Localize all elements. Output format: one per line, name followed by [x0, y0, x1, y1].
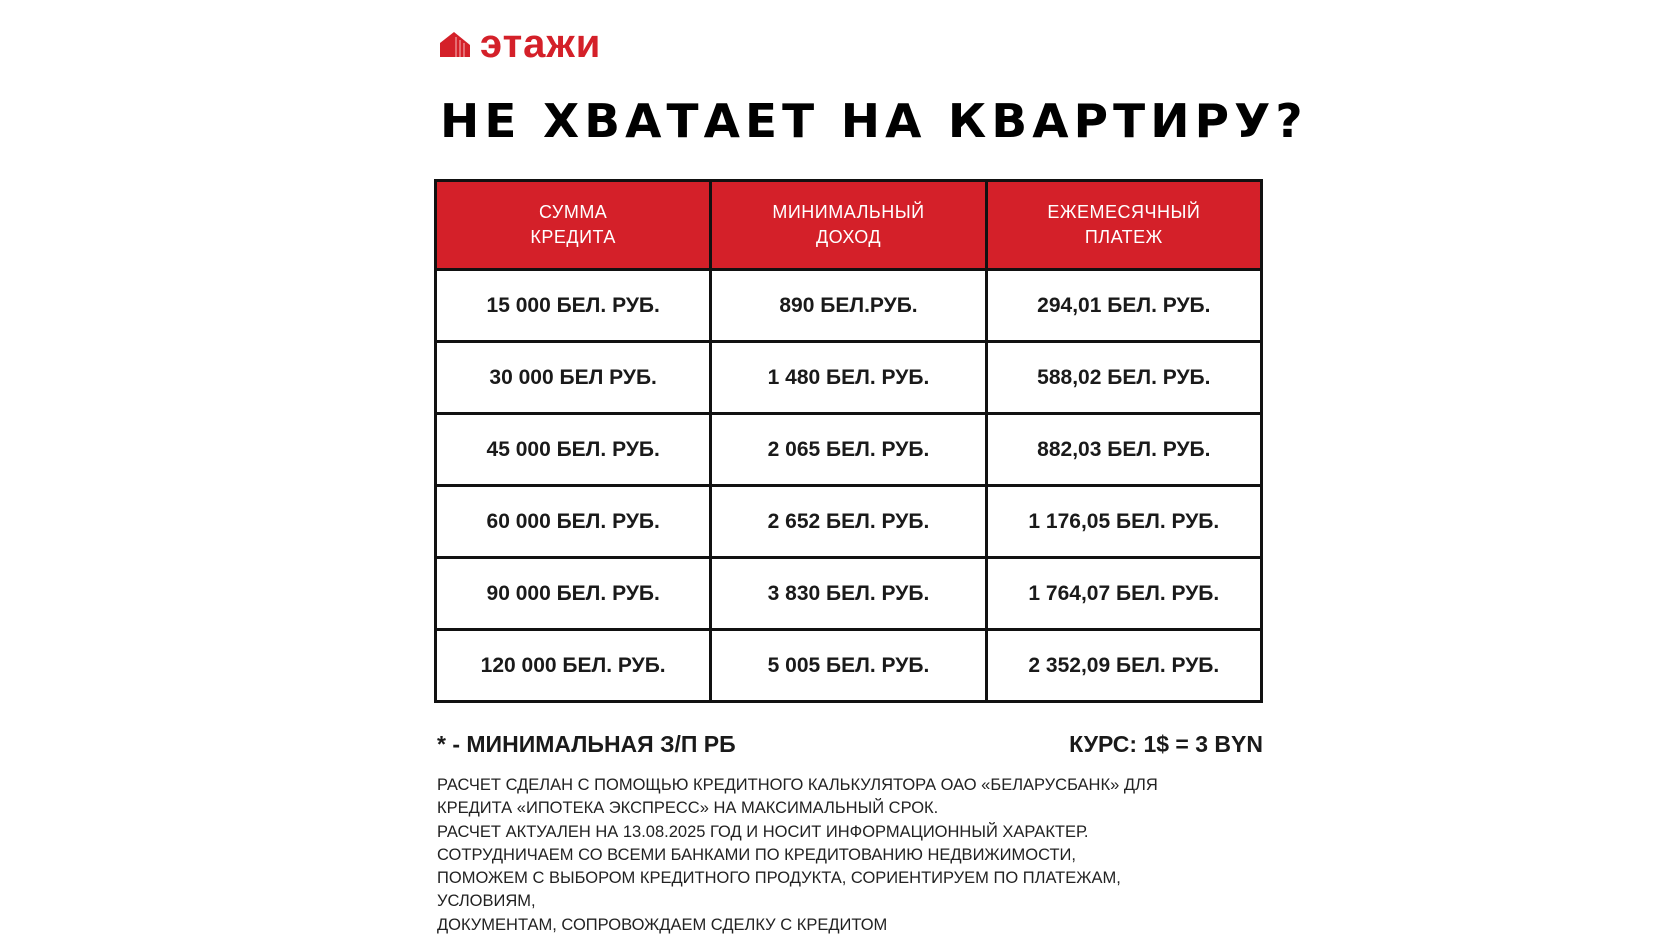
- header-min-income: МИНИМАЛЬНЫЙ ДОХОД: [709, 179, 988, 271]
- loan-amount-cell: 60 000 БЕЛ. РУБ.: [433, 484, 713, 559]
- monthly-payment-cell: 588,02 БЕЛ. РУБ.: [984, 340, 1264, 415]
- min-income-cell: 2 065 БЕЛ. РУБ.: [709, 412, 988, 487]
- table-row: 120 000 БЕЛ. РУБ. 5 005 БЕЛ. РУБ. 2 352,09…: [433, 628, 1264, 703]
- monthly-payment-cell: 2 352,09 БЕЛ. РУБ.: [984, 628, 1264, 703]
- exchange-rate: КУРС: 1$ = 3 BYN: [1069, 731, 1263, 757]
- credit-table: СУММА КРЕДИТА МИНИМАЛЬНЫЙ ДОХОД ЕЖЕМЕСЯЧНЫ…: [433, 179, 1264, 703]
- loan-amount-cell: 15 000 БЕЛ. РУБ.: [433, 268, 713, 343]
- loan-amount-cell: 120 000 БЕЛ. РУБ.: [433, 628, 713, 703]
- header-monthly-payment: ЕЖЕМЕСЯЧНЫЙ ПЛАТЕЖ: [984, 179, 1264, 271]
- disclaimer-line: ДОКУМЕНТАМ, СОПРОВОЖДАЕМ СДЕЛКУ С КРЕДИТ…: [437, 915, 888, 934]
- monthly-payment-cell: 1 764,07 БЕЛ. РУБ.: [984, 556, 1264, 631]
- loan-amount-cell: 30 000 БЕЛ РУБ.: [433, 340, 713, 415]
- building-icon: [440, 32, 470, 57]
- disclaimer-line: УСЛОВИЯМ,: [437, 892, 536, 911]
- brand-logo: этажи: [438, 24, 601, 64]
- header-loan-amount: СУММА КРЕДИТА: [433, 179, 713, 271]
- monthly-payment-cell: 294,01 БЕЛ. РУБ.: [984, 268, 1264, 343]
- page-title: НЕ ХВАТАЕТ НА КВАРТИРУ?: [440, 94, 1308, 148]
- disclaimer-line: СОТРУДНИЧАЕМ СО ВСЕМИ БАНКАМИ ПО КРЕДИТО…: [437, 845, 1076, 864]
- disclaimer-line: КРЕДИТА «ИПОТЕКА ЭКСПРЕСС» НА МАКСИМАЛЬН…: [437, 799, 939, 818]
- min-income-cell: 2 652 БЕЛ. РУБ.: [709, 484, 988, 559]
- disclaimer-line: РАСЧЕТ АКТУАЛЕН НА 13.08.2025 ГОД И НОСИ…: [437, 822, 1089, 841]
- disclaimer-line: РАСЧЕТ СДЕЛАН С ПОМОЩЬЮ КРЕДИТНОГО КАЛЬК…: [437, 776, 1158, 794]
- disclaimer-line: ПОМОЖЕМ С ВЫБОРОМ КРЕДИТНОГО ПРОДУКТА, С…: [437, 869, 1121, 888]
- loan-amount-cell: 45 000 БЕЛ. РУБ.: [433, 412, 713, 487]
- min-income-cell: 5 005 БЕЛ. РУБ.: [709, 628, 988, 703]
- table-row: 15 000 БЕЛ. РУБ. 890 БЕЛ.РУБ. 294,01 БЕЛ. …: [433, 268, 1264, 343]
- loan-amount-cell: 90 000 БЕЛ. РУБ.: [433, 556, 713, 631]
- table-row: 60 000 БЕЛ. РУБ. 2 652 БЕЛ. РУБ. 1 176,05 …: [433, 484, 1264, 559]
- monthly-payment-cell: 1 176,05 БЕЛ. РУБ.: [984, 484, 1264, 559]
- table-row: 30 000 БЕЛ РУБ. 1 480 БЕЛ. РУБ. 588,02 БЕЛ…: [433, 340, 1264, 415]
- table-header-row: СУММА КРЕДИТА МИНИМАЛЬНЫЙ ДОХОД ЕЖЕМЕСЯЧНЫ…: [433, 179, 1264, 271]
- footnote: * - МИНИМАЛЬНАЯ З/П РБ: [437, 731, 736, 757]
- min-income-cell: 1 480 БЕЛ. РУБ.: [709, 340, 988, 415]
- min-income-cell: 890 БЕЛ.РУБ.: [709, 268, 988, 343]
- brand-name: этажи: [480, 22, 602, 66]
- table-row: 90 000 БЕЛ. РУБ. 3 830 БЕЛ. РУБ. 1 764,07 …: [433, 556, 1264, 631]
- min-income-cell: 3 830 БЕЛ. РУБ.: [709, 556, 988, 631]
- disclaimer: РАСЧЕТ СДЕЛАН С ПОМОЩЬЮ КРЕДИТНОГО КАЛЬК…: [437, 774, 1277, 937]
- table-row: 45 000 БЕЛ. РУБ. 2 065 БЕЛ. РУБ. 882,03 БЕ…: [433, 412, 1264, 487]
- monthly-payment-cell: 882,03 БЕЛ. РУБ.: [984, 412, 1264, 487]
